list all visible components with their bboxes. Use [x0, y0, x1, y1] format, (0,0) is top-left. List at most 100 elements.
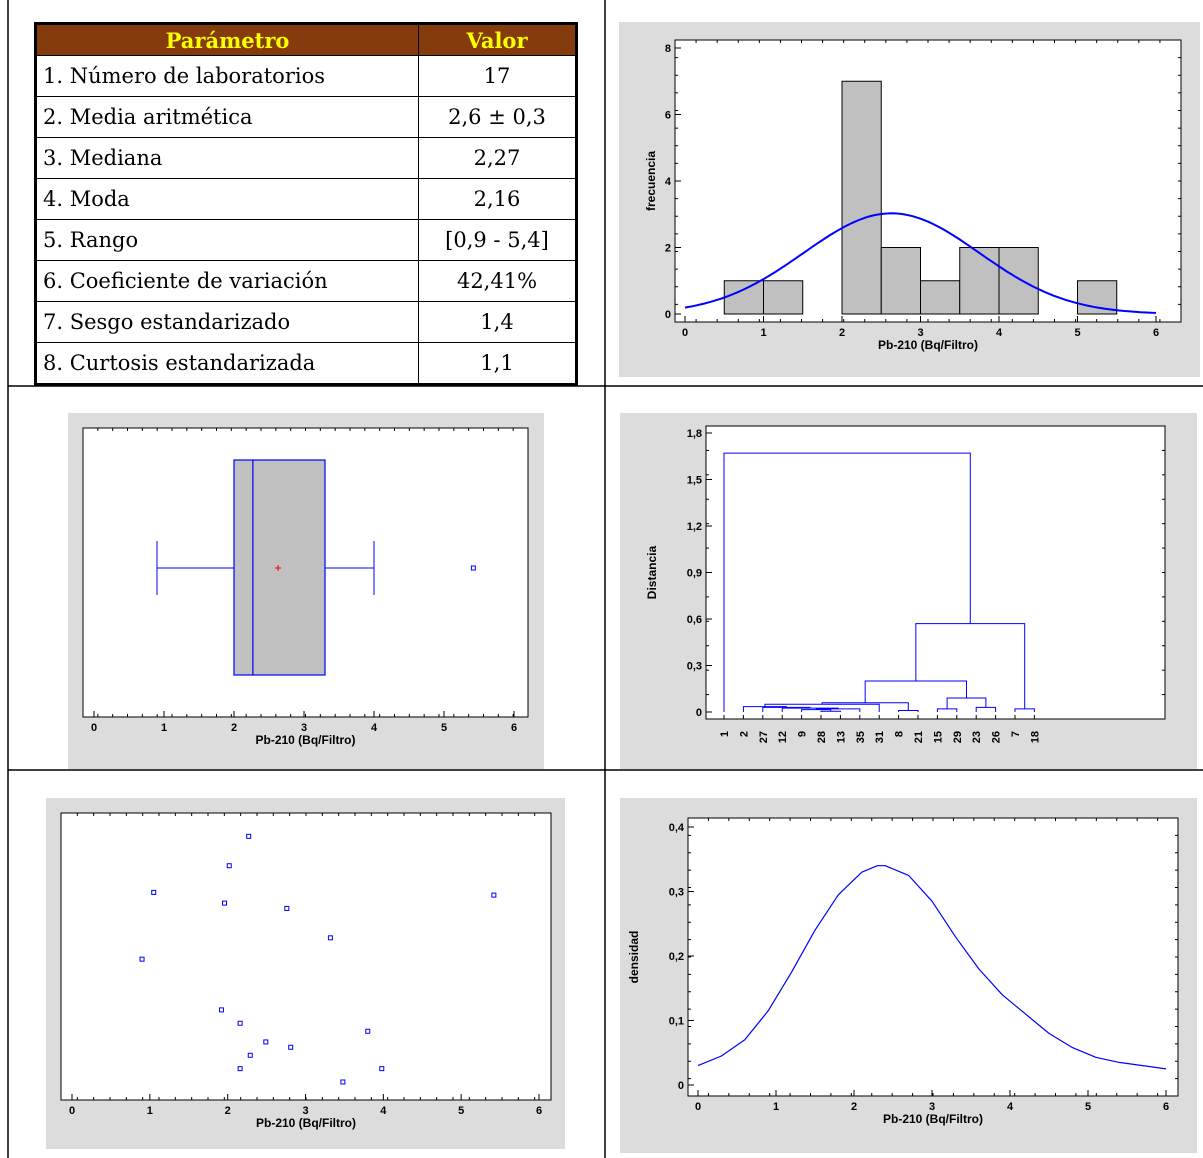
row-value: 42,41% — [418, 260, 577, 302]
y-tick-label: 0,3 — [687, 661, 702, 673]
leaf-label: 26 — [991, 731, 1003, 743]
data-point — [491, 892, 497, 898]
y-axis-label: Distancia — [645, 545, 659, 599]
data-point — [288, 1044, 294, 1050]
y-tick-label: 1,5 — [687, 475, 702, 487]
dotplot-chart: 0 1 2 3 4 5 6 Pb-210 (Bq/Filtro) — [46, 798, 565, 1149]
row-label: 3. Mediana — [35, 137, 419, 179]
y-tick-label: 0,9 — [687, 568, 702, 580]
dendrogram-link — [936, 708, 958, 712]
leaf-label: 31 — [874, 731, 886, 743]
y-axis-label: densidad — [627, 931, 641, 984]
x-axis-label: Pb-210 (Bq/Filtro) — [883, 1112, 983, 1126]
x-tick-label: 5 — [1074, 327, 1080, 339]
row-label: 5. Rango — [35, 219, 419, 261]
x-tick-label: 4 — [371, 722, 378, 734]
x-axis-label: Pb-210 (Bq/Filtro) — [256, 1116, 356, 1130]
data-point — [237, 1066, 243, 1072]
row-value: 2,6 ± 0,3 — [418, 96, 577, 138]
dendrogram-link — [1014, 708, 1035, 712]
x-tick-label: 2 — [839, 327, 845, 339]
leaf-label: 12 — [777, 731, 789, 743]
row-value: 2,16 — [418, 178, 577, 220]
table-row: 5. Rango [0,9 - 5,4] — [35, 219, 577, 261]
leaf-label: 8 — [894, 731, 906, 737]
y-tick-label: 4 — [665, 176, 672, 188]
data-point — [284, 905, 290, 911]
table-row: 7. Sesgo estandarizado 1,4 — [35, 301, 577, 343]
leaf-label: 1 — [719, 731, 731, 737]
data-point — [379, 1066, 385, 1072]
header-parametro: Parámetro — [35, 23, 419, 56]
leaf-label: 23 — [971, 731, 983, 743]
table-header-row: Parámetro Valor — [35, 23, 577, 56]
y-tick-label: 1,2 — [687, 521, 702, 533]
table-row: 3. Mediana 2,27 — [35, 137, 577, 179]
x-axis-label: Pb-210 (Bq/Filtro) — [878, 338, 978, 352]
row-value: [0,9 - 5,4] — [418, 219, 577, 261]
y-tick-label: 2 — [665, 243, 671, 255]
data-point — [263, 1039, 269, 1045]
y-tick-label: 1,8 — [687, 428, 702, 440]
data-point — [218, 1007, 224, 1013]
data-point — [365, 1028, 371, 1034]
density-curve — [697, 865, 1167, 1070]
histogram-chart: 0 1 2 3 4 5 6 Pb-210 (Bq/Filtro) 0 2 4 6 8 frecuencia — [619, 22, 1200, 377]
leaf-label: 15 — [932, 731, 944, 743]
row-label: 4. Moda — [35, 178, 419, 220]
row-value: 17 — [418, 55, 577, 97]
leaf-label: 28 — [816, 731, 828, 743]
data-point — [151, 889, 157, 895]
x-tick-label: 3 — [301, 722, 307, 734]
leaf-label: 2 — [738, 731, 750, 737]
plot-area — [705, 425, 1166, 720]
histogram-bar — [959, 247, 1000, 315]
table-row: 2. Media aritmética 2,6 ± 0,3 — [35, 96, 577, 138]
plot-area — [60, 812, 552, 1101]
plot-area — [674, 39, 1182, 323]
histogram-bar — [763, 280, 804, 315]
data-point — [246, 833, 252, 839]
header-valor: Valor — [418, 23, 577, 56]
y-tick-label: 0,3 — [669, 887, 684, 899]
row-label: 1. Número de laboratorios — [35, 55, 419, 97]
x-tick-label: 0 — [69, 1105, 75, 1117]
x-tick-label: 6 — [536, 1105, 542, 1117]
x-axis-label: Pb-210 (Bq/Filtro) — [255, 733, 355, 747]
row-value: 1,4 — [418, 301, 577, 343]
row-value: 2,27 — [418, 137, 577, 179]
x-tick-label: 2 — [225, 1105, 231, 1117]
statistics-table: Parámetro Valor 1. Número de laboratorio… — [34, 22, 578, 386]
histogram-bar — [841, 80, 882, 315]
outlier-point — [470, 565, 476, 571]
x-tick-label: 5 — [441, 722, 447, 734]
y-tick-label: 0 — [665, 309, 671, 321]
x-tick-label: 5 — [458, 1105, 464, 1117]
leaf-label: 9 — [797, 731, 809, 737]
histogram-bar — [920, 280, 961, 315]
leaf-label: 18 — [1029, 731, 1041, 743]
plot-area — [687, 817, 1179, 1097]
density-chart: 0 1 2 3 4 5 6 Pb-210 (Bq/Filtro) 0 0,1 0,2 0,3 0,4 de… — [620, 798, 1197, 1153]
y-tick-label: 0,6 — [687, 614, 702, 626]
histogram-bar — [880, 247, 921, 315]
y-tick-label: 0,1 — [669, 1016, 684, 1028]
y-tick-label: 0 — [678, 1080, 684, 1092]
leaf-label: 29 — [952, 731, 964, 743]
y-axis-label: frecuencia — [644, 151, 658, 211]
row-label: 8. Curtosis estandarizada — [35, 342, 419, 385]
x-tick-label: 6 — [511, 722, 517, 734]
x-tick-label: 4 — [1007, 1101, 1014, 1113]
data-point — [222, 900, 228, 906]
y-tick-label: 6 — [665, 110, 671, 122]
dendrogram-link — [915, 623, 1026, 709]
leaf-label: 35 — [855, 731, 867, 743]
row-label: 2. Media aritmética — [35, 96, 419, 138]
dendrogram-link — [723, 452, 971, 712]
row-label: 6. Coeficiente de variación — [35, 260, 419, 302]
data-point — [237, 1020, 243, 1026]
y-tick-label: 0,2 — [669, 951, 684, 963]
histogram-bar — [998, 247, 1039, 315]
x-tick-label: 4 — [380, 1105, 387, 1117]
x-tick-label: 3 — [302, 1105, 308, 1117]
